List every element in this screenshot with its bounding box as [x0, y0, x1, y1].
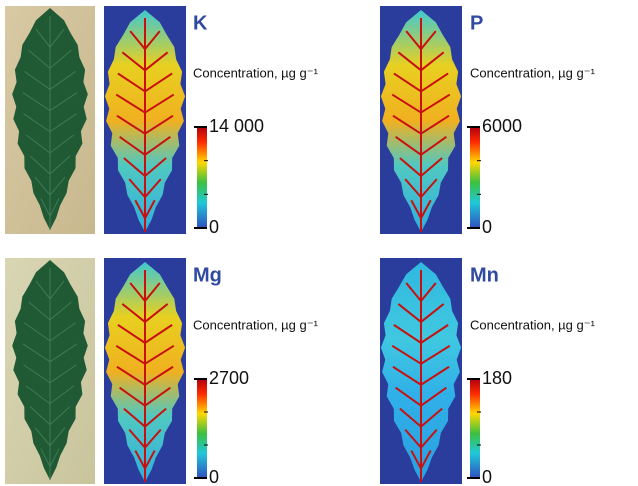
unit-label: Concentration, µg g⁻¹: [470, 65, 596, 80]
scale-max: 2700: [209, 368, 249, 388]
scale-min: 0: [482, 217, 492, 237]
element-label: Mn: [470, 264, 499, 286]
leaf-vein: [22, 268, 78, 480]
colorbar: [197, 127, 207, 228]
scale-min: 0: [209, 217, 219, 237]
unit-label: Concentration, µg g⁻¹: [193, 65, 319, 80]
colorbar: [470, 127, 480, 228]
leaf-vein: [22, 16, 78, 230]
scale-max: 6000: [482, 116, 522, 136]
unit-label: Concentration, µg g⁻¹: [470, 317, 596, 332]
scale-max: 14 000: [209, 116, 264, 136]
heatmap-vein: [115, 270, 175, 482]
heatmap-vein: [391, 270, 451, 482]
scale-min: 0: [482, 467, 492, 486]
scale-min: 0: [209, 467, 219, 486]
unit-label: Concentration, µg g⁻¹: [193, 317, 319, 332]
colorbar: [470, 379, 480, 478]
element-label: K: [193, 12, 208, 34]
colorbar: [197, 379, 207, 478]
scale-max: 180: [482, 368, 512, 388]
heatmap-vein: [115, 18, 175, 232]
heatmap-vein: [391, 18, 451, 232]
element-label: P: [470, 12, 483, 34]
element-label: Mg: [193, 264, 222, 286]
